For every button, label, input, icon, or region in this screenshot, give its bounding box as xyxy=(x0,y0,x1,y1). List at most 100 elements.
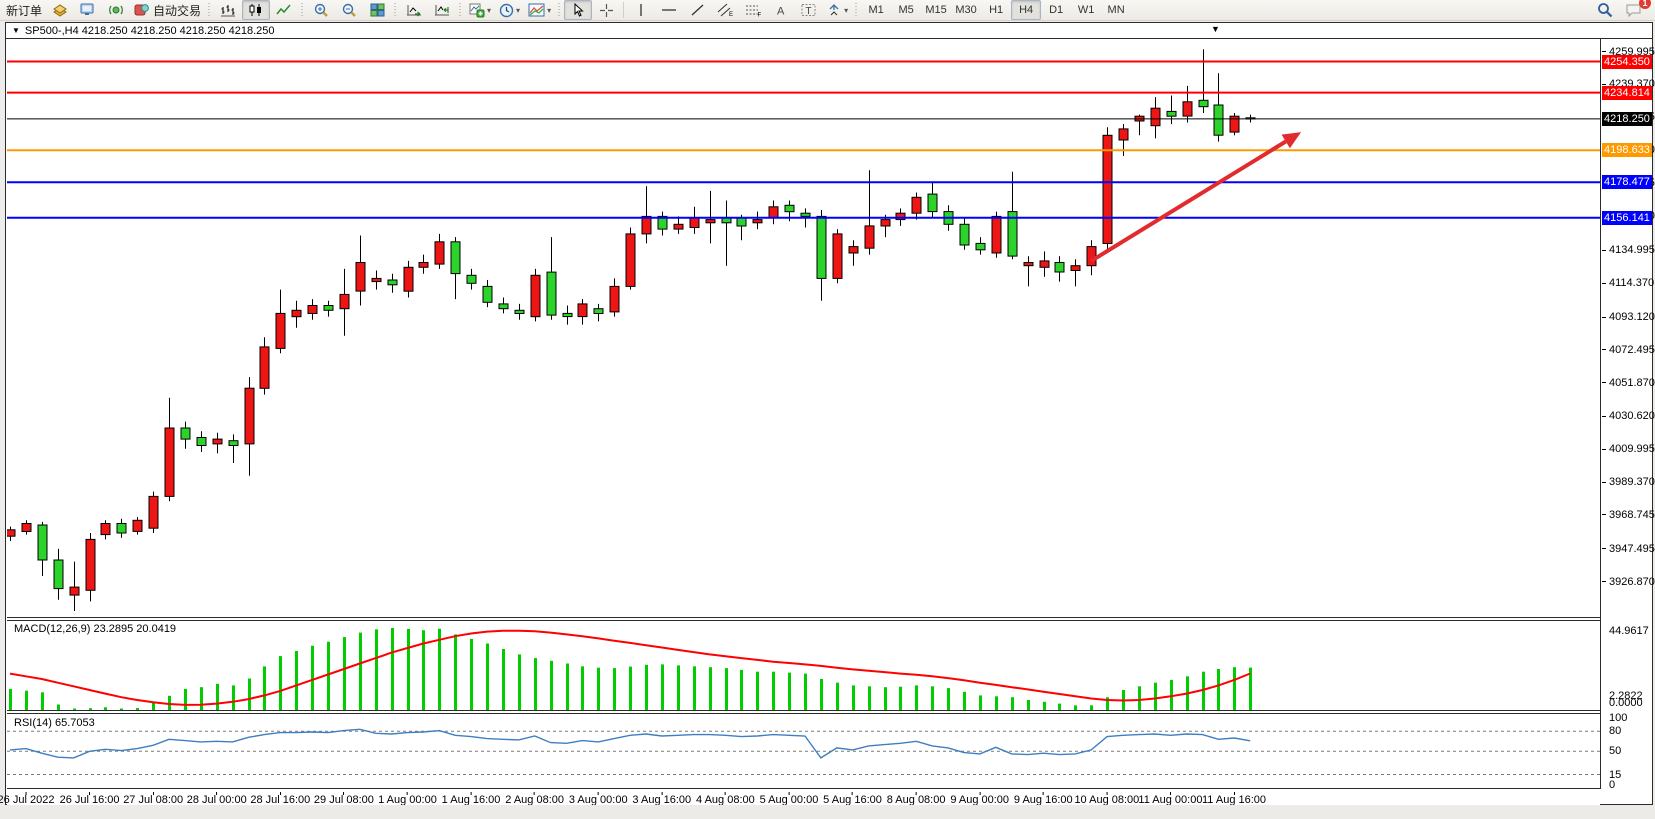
new-order-button[interactable]: 新订单 xyxy=(2,0,46,20)
tf-m30-button[interactable]: M30 xyxy=(955,4,977,16)
time-axis-label: 4 Aug 08:00 xyxy=(696,792,755,806)
auto-scroll-button[interactable] xyxy=(400,0,428,20)
macd-bar xyxy=(963,691,966,710)
price-pane[interactable] xyxy=(7,39,1600,617)
time-axis-label: 9 Aug 00:00 xyxy=(950,792,1010,806)
candle-body xyxy=(546,271,557,316)
rsi-axis[interactable]: 100 80 50 15 0 xyxy=(1601,712,1653,791)
periods-button[interactable]: ▾ xyxy=(495,0,524,20)
trendline-button[interactable] xyxy=(683,0,711,20)
tf-w1-button[interactable]: W1 xyxy=(1077,4,1095,16)
crosshair-button[interactable] xyxy=(592,0,620,20)
candle-body xyxy=(1023,262,1034,267)
macd-bar xyxy=(200,687,203,710)
time-axis-label: 11 Aug 16:00 xyxy=(1202,792,1267,806)
client-terminal-icon xyxy=(80,3,94,15)
macd-axis[interactable]: 44.9617 2.2822 0.0000 xyxy=(1601,622,1653,710)
macd-bar xyxy=(1154,682,1157,710)
candle-body xyxy=(593,308,604,315)
search-button[interactable] xyxy=(1591,0,1619,20)
chart-shift-button[interactable] xyxy=(428,0,456,20)
candle-body xyxy=(880,219,891,227)
macd-bar xyxy=(120,708,123,710)
text-button[interactable]: A xyxy=(767,0,795,20)
chart-shift-marker[interactable]: ▼ xyxy=(1211,24,1220,34)
bar-chart-button[interactable] xyxy=(214,0,242,20)
equidistant-channel-button[interactable]: E xyxy=(711,0,739,20)
trend-arrow-head xyxy=(1281,132,1302,149)
price-axis-border xyxy=(1600,39,1601,789)
cursor-button[interactable] xyxy=(564,0,593,20)
tf-m15-button[interactable]: M15 xyxy=(925,4,947,16)
pane-separator[interactable] xyxy=(7,617,1600,621)
candle-body xyxy=(7,529,16,537)
arrows-button[interactable]: ▾ xyxy=(823,0,852,20)
chevron-down-icon: ▾ xyxy=(487,5,492,15)
macd-bar xyxy=(772,671,775,710)
price-tick-label: 3989.370 xyxy=(1601,476,1655,489)
one-click-trading-toggle[interactable]: ▼ xyxy=(12,26,20,35)
candle-body xyxy=(1182,101,1193,117)
candle-body xyxy=(498,303,509,310)
zoom-in-button[interactable] xyxy=(307,0,335,20)
candlestick-chart-button[interactable] xyxy=(242,0,271,20)
fibonacci-button[interactable]: F xyxy=(739,0,767,20)
time-axis[interactable]: 26 Jul 2022 26 Jul 16:00 27 Jul 08:00 28 Ju… xyxy=(0,789,1600,806)
rsi-axis-label: 0 xyxy=(1609,778,1616,791)
macd-bar xyxy=(581,666,584,710)
pane-separator[interactable] xyxy=(7,710,1600,714)
chat-button[interactable]: 1 xyxy=(1619,0,1651,20)
zoom-out-button[interactable] xyxy=(335,0,363,20)
auto-scroll-icon xyxy=(407,5,422,17)
svg-text:A: A xyxy=(777,6,785,18)
price-tick-label: 3968.745 xyxy=(1601,508,1655,521)
client-terminal-button[interactable] xyxy=(74,0,102,20)
rsi-pane[interactable] xyxy=(7,715,1600,788)
price-tick-label: 4030.620 xyxy=(1601,410,1655,423)
macd-bar xyxy=(57,704,60,710)
candle-body xyxy=(959,223,970,246)
svg-text:F: F xyxy=(757,13,761,18)
time-axis-label: 3 Aug 16:00 xyxy=(632,792,692,806)
templates-button[interactable]: ▾ xyxy=(524,0,555,20)
time-axis-label: 8 Aug 08:00 xyxy=(886,792,946,806)
tf-mn-button[interactable]: MN xyxy=(1107,4,1125,16)
candle-body xyxy=(816,215,827,279)
candle-body xyxy=(212,438,223,445)
macd-bar xyxy=(311,645,314,710)
vertical-line-button[interactable] xyxy=(627,0,655,20)
candle-body xyxy=(450,241,461,275)
time-axis-label: 1 Aug 00:00 xyxy=(378,792,437,806)
tile-windows-button[interactable] xyxy=(363,0,391,20)
hlines-layer xyxy=(7,60,1600,219)
candle-body xyxy=(244,387,255,445)
autotrading-button[interactable]: 自动交易 xyxy=(130,0,205,20)
macd-bar xyxy=(279,656,282,710)
line-chart-button[interactable] xyxy=(270,0,298,20)
tf-h4-button[interactable]: H4 xyxy=(1011,0,1042,20)
macd-bar xyxy=(661,664,664,710)
add-indicator-button[interactable]: ▾ xyxy=(465,0,495,20)
toolbar-grip xyxy=(557,2,563,18)
signals-button[interactable] xyxy=(102,0,130,20)
time-axis-label: 26 Jul 16:00 xyxy=(59,792,120,806)
macd-bar xyxy=(25,690,28,710)
tf-h1-button[interactable]: H1 xyxy=(989,4,1004,16)
order-book-button[interactable] xyxy=(46,0,74,20)
text-icon: A xyxy=(777,6,785,18)
tf-m5-button[interactable]: M5 xyxy=(898,4,914,16)
macd-histogram xyxy=(9,628,1252,710)
tf-d1-button[interactable]: D1 xyxy=(1049,4,1064,16)
text-label-button[interactable]: T xyxy=(795,0,823,20)
macd-pane[interactable] xyxy=(7,622,1600,710)
candle-body xyxy=(259,346,270,389)
candle-body xyxy=(85,538,96,591)
time-axis-label: 5 Aug 00:00 xyxy=(759,792,819,806)
horizontal-line-button[interactable] xyxy=(655,0,683,20)
price-level-badge: 4218.250 xyxy=(1602,111,1652,126)
tf-m1-button[interactable]: M1 xyxy=(868,4,884,16)
price-axis[interactable]: 4259.9954239.3704218.7454198.1204177.495… xyxy=(1601,39,1655,617)
macd-bar xyxy=(407,628,410,710)
candle-body xyxy=(180,427,191,440)
rsi-axis-label: 80 xyxy=(1609,725,1622,738)
